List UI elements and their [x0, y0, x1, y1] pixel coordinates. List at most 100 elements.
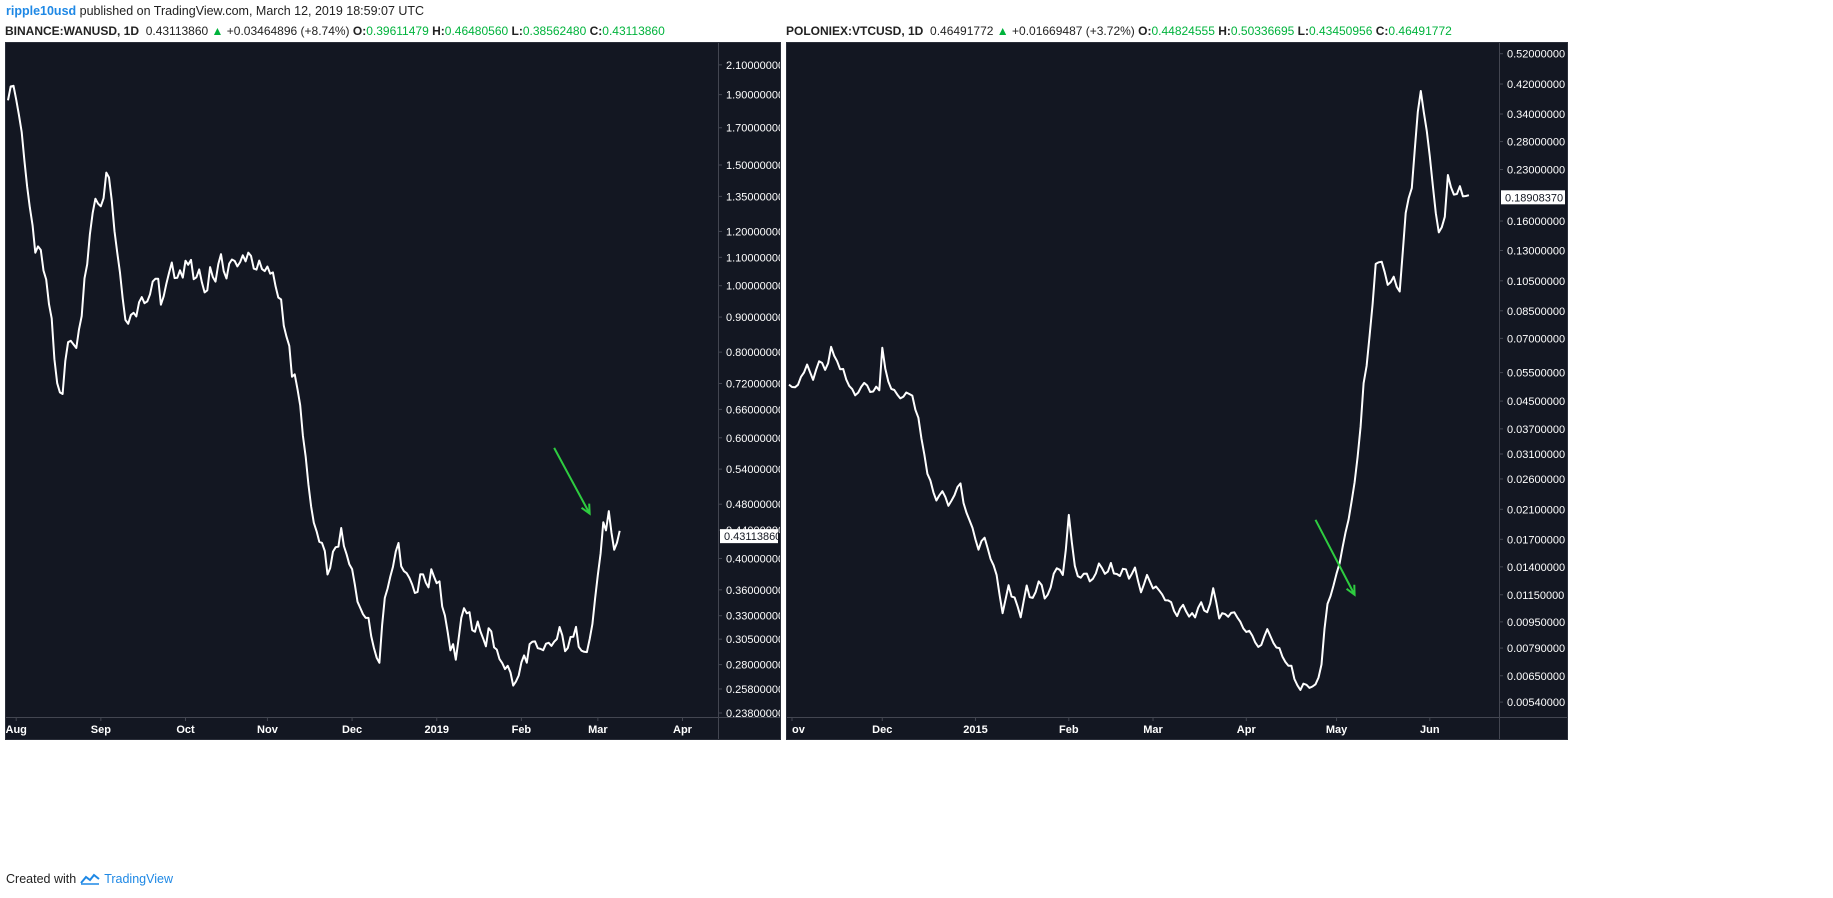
y-tick-label: 2.10000000: [726, 60, 780, 72]
y-tick-label: 0.00540000: [1507, 697, 1565, 709]
y-tick-label: 0.10500000: [1507, 276, 1565, 288]
svg-text:0.43113860: 0.43113860: [724, 531, 780, 543]
y-tick-label: 0.00650000: [1507, 671, 1565, 683]
y-tick-label: 0.03100000: [1507, 449, 1565, 461]
y-tick-label: 0.90000000: [726, 312, 780, 324]
price-change: +0.03464896 (+8.74%): [226, 24, 350, 38]
y-tick-label: 1.50000000: [726, 160, 780, 172]
last-price: 0.46491772: [930, 24, 994, 38]
price-chart-right[interactable]: 0.52000000 0.42000000 0.34000000 0.28000000…: [787, 43, 1567, 739]
high-label: H:: [1218, 24, 1231, 38]
open-label: O:: [1138, 24, 1152, 38]
x-tick-label: Sep: [91, 724, 111, 736]
y-tick-label: 0.00790000: [1507, 643, 1565, 655]
y-tick-label: 0.42000000: [1507, 79, 1565, 91]
price-axis[interactable]: 0.52000000 0.42000000 0.34000000 0.28000000…: [1499, 43, 1567, 739]
y-tick-label: 0.60000000: [726, 433, 780, 445]
low-value: 0.38562480: [522, 24, 587, 38]
x-tick-label: Dec: [342, 724, 362, 736]
author-link[interactable]: ripple10usd: [6, 4, 77, 18]
svg-text:0.18908370: 0.18908370: [1505, 192, 1563, 204]
y-tick-label: 0.80000000: [726, 347, 780, 359]
publish-line: ripple10usd published on TradingView.com…: [6, 4, 424, 18]
x-tick-label: Apr: [1237, 724, 1257, 736]
tradingview-link[interactable]: TradingView: [104, 872, 173, 886]
y-tick-label: 0.33000000: [726, 611, 780, 623]
close-label: C:: [589, 24, 603, 38]
y-tick-label: 0.01150000: [1507, 590, 1564, 602]
y-tick-label: 1.00000000: [726, 281, 780, 293]
y-tick-label: 0.00950000: [1507, 617, 1565, 629]
close-label: C:: [1375, 24, 1389, 38]
high-value: 0.50336695: [1230, 24, 1295, 38]
y-tick-label: 0.01400000: [1507, 562, 1565, 574]
ohlc-header-left: BINANCE:WANUSD, 1D 0.43113860 ▲ +0.03464…: [5, 20, 781, 42]
close-value: 0.46491772: [1388, 24, 1452, 38]
ohlc-header-right: POLONIEX:VTCUSD, 1D 0.46491772 ▲ +0.0166…: [786, 20, 1568, 42]
open-value: 0.39611479: [366, 24, 429, 38]
low-label: L:: [511, 24, 523, 38]
price-axis[interactable]: 2.10000000 1.90000000 1.70000000 1.50000000…: [718, 43, 780, 739]
x-tick-label: Aug: [6, 724, 27, 736]
price-change: +0.01669487 (+3.72%): [1012, 24, 1135, 38]
symbol-label[interactable]: BINANCE:WANUSD, 1D: [5, 24, 140, 38]
green-arrow-annotation[interactable]: [553, 447, 591, 516]
y-tick-label: 0.07000000: [1507, 333, 1565, 345]
y-tick-label: 0.36000000: [726, 585, 780, 597]
x-tick-label: Oct: [176, 724, 195, 736]
open-label: O:: [352, 24, 367, 38]
y-tick-label: 0.01700000: [1507, 534, 1565, 546]
y-tick-label: 0.48000000: [726, 499, 780, 511]
footer: Created with TradingView: [6, 872, 173, 886]
chart-area-left[interactable]: 2.10000000 1.90000000 1.70000000 1.50000000…: [5, 42, 781, 740]
y-tick-label: 0.52000000: [1507, 49, 1565, 61]
y-tick-label: 0.08500000: [1507, 306, 1565, 318]
y-tick-label: 0.23800000: [726, 708, 780, 720]
y-tick-label: 0.13000000: [1507, 245, 1565, 257]
x-tick-label: Mar: [1143, 724, 1163, 736]
high-value: 0.46480560: [444, 24, 509, 38]
low-value: 0.43450956: [1308, 24, 1373, 38]
x-tick-label: 2019: [424, 724, 448, 736]
price-chart-left[interactable]: 2.10000000 1.90000000 1.70000000 1.50000000…: [6, 43, 780, 739]
y-tick-label: 1.10000000: [726, 252, 780, 264]
close-value: 0.43113860: [602, 24, 665, 38]
created-with-text: Created with: [6, 872, 77, 886]
y-tick-label: 1.20000000: [726, 226, 780, 238]
last-price: 0.43113860: [145, 24, 209, 38]
price-series-line: [7, 84, 621, 687]
symbol-label[interactable]: POLONIEX:VTCUSD, 1D: [786, 24, 924, 38]
y-tick-label: 0.34000000: [1507, 109, 1565, 121]
open-value: 0.44824555: [1151, 24, 1215, 38]
x-tick-label: Feb: [512, 724, 532, 736]
y-tick-label: 0.05500000: [1507, 368, 1565, 380]
x-tick-label: Dec: [872, 724, 892, 736]
x-tick-label: ov: [792, 724, 806, 736]
y-tick-label: 1.70000000: [726, 123, 780, 135]
time-axis[interactable]: Aug Sep Oct Nov Dec 2019 Feb Mar Apr: [6, 717, 780, 739]
y-tick-label: 0.54000000: [726, 464, 780, 476]
price-series-line: [788, 90, 1470, 691]
y-tick-label: 0.23000000: [1507, 165, 1565, 177]
last-price-marker: 0.18908370: [1501, 190, 1565, 205]
x-tick-label: 2015: [963, 724, 987, 736]
x-tick-label: May: [1326, 724, 1348, 736]
y-tick-label: 0.72000000: [726, 378, 780, 390]
y-tick-label: 0.28000000: [1507, 137, 1565, 149]
green-arrow-annotation[interactable]: [1314, 519, 1356, 597]
y-tick-label: 0.02600000: [1507, 474, 1565, 486]
chart-panel-left: BINANCE:WANUSD, 1D 0.43113860 ▲ +0.03464…: [5, 20, 781, 740]
time-axis[interactable]: ov Dec 2015 Feb Mar Apr May Jun: [787, 717, 1567, 739]
tradingview-logo-icon: [80, 873, 100, 885]
x-tick-label: Apr: [673, 724, 693, 736]
last-price-marker: 0.43113860: [720, 529, 780, 544]
y-tick-label: 0.04500000: [1507, 396, 1565, 408]
y-tick-label: 0.02100000: [1507, 504, 1565, 516]
chart-panel-right: POLONIEX:VTCUSD, 1D 0.46491772 ▲ +0.0166…: [786, 20, 1568, 740]
chart-area-right[interactable]: 0.52000000 0.42000000 0.34000000 0.28000000…: [786, 42, 1568, 740]
y-tick-label: 0.28000000: [726, 660, 780, 672]
up-triangle-icon: ▲: [211, 24, 224, 38]
y-tick-label: 0.40000000: [726, 553, 780, 565]
y-tick-label: 0.66000000: [726, 404, 780, 416]
publish-info: published on TradingView.com, March 12, …: [76, 4, 425, 18]
